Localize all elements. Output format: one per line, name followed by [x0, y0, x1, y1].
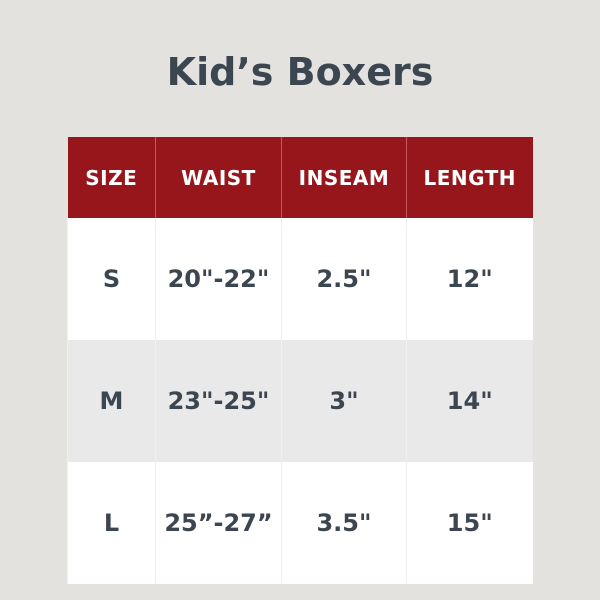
page-title: Kid’s Boxers	[166, 50, 434, 94]
cell-size: L	[67, 462, 156, 584]
cell-length: 14"	[406, 340, 533, 462]
table-row: S 20"-22" 2.5" 12"	[67, 218, 533, 340]
header-waist: WAIST	[155, 137, 282, 218]
header-inseam: INSEAM	[281, 137, 407, 218]
size-chart-table: SIZE WAIST INSEAM LENGTH S 20"-22" 2.5" …	[67, 137, 533, 584]
cell-length: 15"	[406, 462, 533, 584]
cell-waist: 25”-27”	[155, 462, 282, 584]
cell-waist: 20"-22"	[155, 218, 282, 340]
table-row: M 23"-25" 3" 14"	[67, 340, 533, 462]
cell-size: S	[67, 218, 156, 340]
table-row: L 25”-27” 3.5" 15"	[67, 462, 533, 584]
cell-inseam: 3"	[281, 340, 407, 462]
cell-inseam: 2.5"	[281, 218, 407, 340]
cell-waist: 23"-25"	[155, 340, 282, 462]
header-row: SIZE WAIST INSEAM LENGTH	[67, 137, 533, 218]
cell-inseam: 3.5"	[281, 462, 407, 584]
cell-size: M	[67, 340, 156, 462]
header-size: SIZE	[67, 137, 156, 218]
header-length: LENGTH	[406, 137, 533, 218]
cell-length: 12"	[406, 218, 533, 340]
